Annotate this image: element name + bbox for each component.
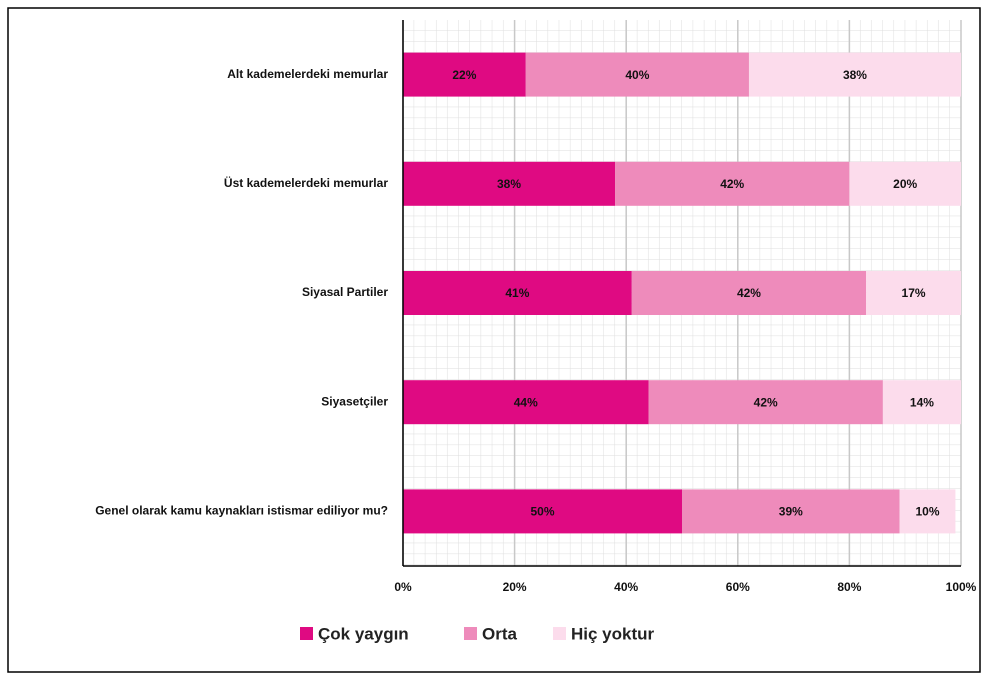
- data-label: 42%: [737, 286, 761, 300]
- bar-segment: [525, 52, 749, 97]
- bar-segment: [631, 271, 867, 315]
- x-tick-label: 100%: [946, 580, 977, 594]
- x-tick-label: 0%: [394, 580, 412, 594]
- data-label: 39%: [779, 505, 803, 519]
- bar-segment: [403, 380, 649, 425]
- x-tick-label: 20%: [503, 580, 527, 594]
- category-label: Alt kademelerdeki memurlar: [227, 67, 388, 81]
- data-label: 10%: [916, 505, 940, 519]
- category-label: Siyasal Partiler: [302, 285, 388, 299]
- legend-swatch: [464, 627, 477, 640]
- legend-swatch: [300, 627, 313, 640]
- data-label: 44%: [514, 395, 538, 409]
- bar-segment: [682, 489, 900, 534]
- legend-label: Çok yaygın: [318, 624, 409, 643]
- x-tick-label: 40%: [614, 580, 638, 594]
- category-label: Üst kademelerdeki memurlar: [224, 175, 388, 190]
- legend-label: Orta: [482, 624, 518, 643]
- bar-segment: [882, 380, 961, 425]
- legend-label: Hiç yoktur: [571, 624, 655, 643]
- bar-segment: [899, 489, 956, 534]
- data-label: 38%: [497, 177, 521, 191]
- data-label: 42%: [754, 395, 778, 409]
- data-label: 20%: [893, 177, 917, 191]
- bar-segment: [849, 161, 961, 206]
- bar-segment: [748, 52, 961, 97]
- data-label: 42%: [720, 177, 744, 191]
- bar-segment: [403, 161, 616, 206]
- x-tick-label: 60%: [726, 580, 750, 594]
- bar-segment: [403, 271, 632, 315]
- bar-segment: [866, 271, 961, 315]
- data-label: 14%: [910, 395, 934, 409]
- data-label: 41%: [505, 286, 529, 300]
- data-label: 50%: [530, 505, 554, 519]
- legend-swatch: [553, 627, 566, 640]
- x-tick-label: 80%: [837, 580, 861, 594]
- bar-segment: [403, 489, 682, 534]
- bar-segment: [403, 52, 526, 97]
- bar-segment: [648, 380, 883, 425]
- data-label: 17%: [902, 286, 926, 300]
- category-label: Siyasetçiler: [321, 394, 388, 408]
- category-label: Genel olarak kamu kaynakları istismar ed…: [95, 504, 388, 518]
- data-label: 38%: [843, 68, 867, 82]
- bar-segment: [615, 161, 850, 206]
- data-label: 40%: [625, 68, 649, 82]
- data-label: 22%: [452, 68, 476, 82]
